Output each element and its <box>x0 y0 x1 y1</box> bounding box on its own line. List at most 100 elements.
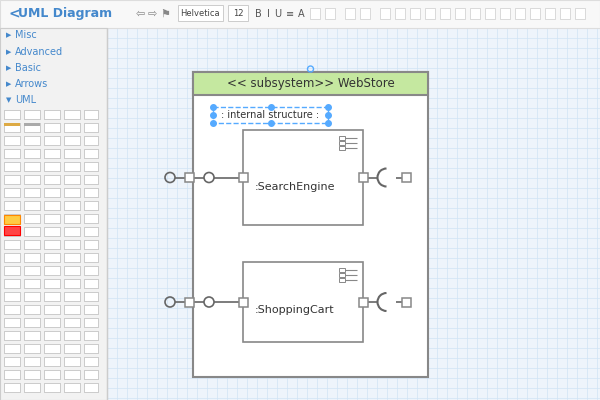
Bar <box>24 214 40 223</box>
Bar <box>84 305 98 314</box>
Bar <box>345 8 355 19</box>
Text: Arrows: Arrows <box>15 79 48 89</box>
Bar <box>24 149 40 158</box>
Bar <box>64 188 80 197</box>
Bar <box>44 162 60 171</box>
Bar <box>64 136 80 145</box>
Bar <box>4 240 20 249</box>
Text: <: < <box>8 7 20 21</box>
Bar <box>4 215 20 224</box>
Bar <box>64 318 80 327</box>
Bar <box>84 123 98 132</box>
Bar <box>359 298 367 306</box>
Bar <box>545 8 555 19</box>
Bar <box>560 8 570 19</box>
Bar <box>44 318 60 327</box>
Bar <box>485 8 495 19</box>
Text: :ShoppingCart: :ShoppingCart <box>255 305 335 315</box>
Bar <box>64 201 80 210</box>
Bar <box>24 240 40 249</box>
Bar <box>4 149 20 158</box>
Bar <box>4 318 20 327</box>
Bar <box>64 370 80 379</box>
Bar <box>64 214 80 223</box>
Bar <box>44 149 60 158</box>
Bar <box>239 173 248 182</box>
Bar <box>24 344 40 353</box>
Bar <box>359 173 367 182</box>
Bar <box>24 162 40 171</box>
Bar <box>185 173 194 182</box>
Bar <box>401 298 410 306</box>
Text: B: B <box>254 9 262 19</box>
Bar <box>339 278 345 282</box>
Bar <box>178 5 223 21</box>
Bar <box>84 214 98 223</box>
Bar <box>84 136 98 145</box>
Bar <box>24 331 40 340</box>
Bar <box>64 175 80 184</box>
Bar <box>4 123 20 126</box>
Bar <box>4 136 20 145</box>
Bar <box>64 292 80 301</box>
Text: Misc: Misc <box>15 30 37 40</box>
Bar <box>44 292 60 301</box>
Bar <box>64 240 80 249</box>
Bar <box>243 130 363 225</box>
Bar <box>4 292 20 301</box>
Bar <box>410 8 420 19</box>
Bar <box>84 240 98 249</box>
Bar <box>44 357 60 366</box>
Text: << subsystem>> WebStore: << subsystem>> WebStore <box>227 77 394 90</box>
Bar <box>44 227 60 236</box>
Bar <box>4 175 20 184</box>
Bar <box>24 188 40 197</box>
Bar <box>44 266 60 275</box>
Bar <box>395 8 405 19</box>
Bar <box>24 370 40 379</box>
Text: ▶: ▶ <box>6 81 11 87</box>
Text: :SearchEngine: :SearchEngine <box>255 182 335 192</box>
Bar <box>44 370 60 379</box>
Bar <box>401 173 410 182</box>
Bar <box>84 318 98 327</box>
Bar <box>84 149 98 158</box>
Bar <box>4 227 20 236</box>
Bar <box>84 162 98 171</box>
Bar <box>64 266 80 275</box>
Bar <box>64 383 80 392</box>
Bar <box>4 253 20 262</box>
Bar <box>213 107 328 123</box>
Bar <box>425 8 435 19</box>
Bar <box>24 357 40 366</box>
Bar <box>84 201 98 210</box>
Bar <box>440 8 450 19</box>
Bar <box>325 8 335 19</box>
Bar <box>44 214 60 223</box>
Bar <box>4 383 20 392</box>
Bar <box>339 273 345 277</box>
Bar <box>84 279 98 288</box>
Bar <box>84 344 98 353</box>
Bar <box>44 123 60 132</box>
Bar <box>64 123 80 132</box>
Bar <box>310 8 320 19</box>
Bar <box>4 214 20 223</box>
Text: Advanced: Advanced <box>15 47 63 57</box>
Bar <box>24 279 40 288</box>
Bar <box>84 331 98 340</box>
Bar <box>0 0 600 28</box>
Bar <box>44 331 60 340</box>
Bar <box>4 188 20 197</box>
Bar <box>193 72 428 95</box>
Bar <box>455 8 465 19</box>
Bar <box>0 28 107 400</box>
Bar <box>24 123 40 132</box>
Bar <box>84 357 98 366</box>
Bar <box>4 201 20 210</box>
Bar <box>44 201 60 210</box>
Bar <box>500 8 510 19</box>
Text: : internal structure :: : internal structure : <box>221 110 320 120</box>
Bar <box>84 175 98 184</box>
Bar <box>44 240 60 249</box>
